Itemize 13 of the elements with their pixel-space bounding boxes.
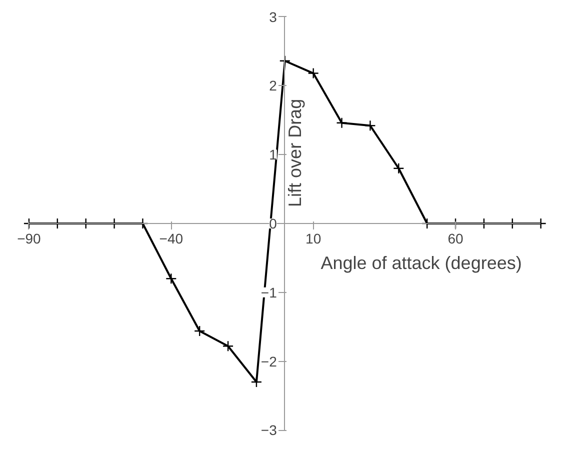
x-tick-label: −90 bbox=[17, 230, 42, 246]
x-tick-label: 10 bbox=[306, 230, 322, 246]
y-axis-title: Lift over Drag bbox=[284, 98, 305, 207]
y-tick-label: 2 bbox=[269, 78, 278, 94]
x-axis-title: Angle of attack (degrees) bbox=[320, 253, 522, 274]
x-tick-label: −40 bbox=[159, 230, 184, 246]
y-tick-label: 3 bbox=[269, 8, 278, 25]
y-tick-label: −2 bbox=[260, 353, 278, 370]
y-tick-label: 1 bbox=[269, 146, 278, 163]
x-tick-label: 60 bbox=[448, 230, 464, 246]
y-tick-label: −1 bbox=[260, 284, 278, 300]
y-tick-label: 0 bbox=[269, 216, 278, 232]
y-tick-label: −3 bbox=[260, 422, 278, 438]
